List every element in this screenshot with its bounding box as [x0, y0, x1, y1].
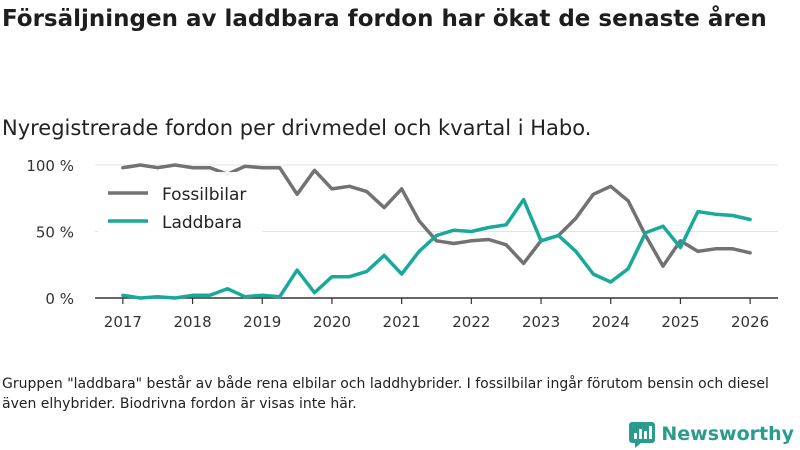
legend-label-fossilbilar: Fossilbilar	[162, 185, 246, 205]
x-tick-label: 2026	[731, 313, 769, 331]
x-tick-label: 2020	[313, 313, 351, 331]
x-tick-label: 2023	[522, 313, 560, 331]
x-tick-label: 2021	[383, 313, 421, 331]
x-tick-label: 2022	[452, 313, 490, 331]
legend-background	[98, 172, 263, 238]
footnote: Gruppen "laddbara" består av både rena e…	[2, 376, 769, 412]
chart-subtitle: Nyregistrerade fordon per drivmedel och …	[2, 116, 592, 140]
x-tick-label: 2024	[592, 313, 630, 331]
y-tick-label: 100 %	[26, 157, 74, 175]
y-tick-label: 50 %	[36, 224, 74, 242]
x-tick-label: 2019	[243, 313, 281, 331]
y-tick-label: 0 %	[45, 290, 74, 308]
x-tick-label: 2017	[104, 313, 142, 331]
chart-title: Försäljningen av laddbara fordon har öka…	[2, 6, 767, 32]
x-tick-label: 2018	[173, 313, 211, 331]
x-tick-label: 2025	[661, 313, 699, 331]
legend-label-laddbara: Laddbara	[162, 213, 242, 233]
line-chart: 0 % 50 % 100 % 2017 2018 2019 2020 2021 2022 202…	[26, 157, 778, 331]
series-line-laddbara	[121, 197, 752, 300]
brand-name: Newsworthy	[661, 423, 794, 445]
newsworthy-logo-icon	[629, 422, 656, 448]
legend: Fossilbilar Laddbara	[98, 172, 263, 238]
brand-logo: Newsworthy	[629, 419, 794, 449]
